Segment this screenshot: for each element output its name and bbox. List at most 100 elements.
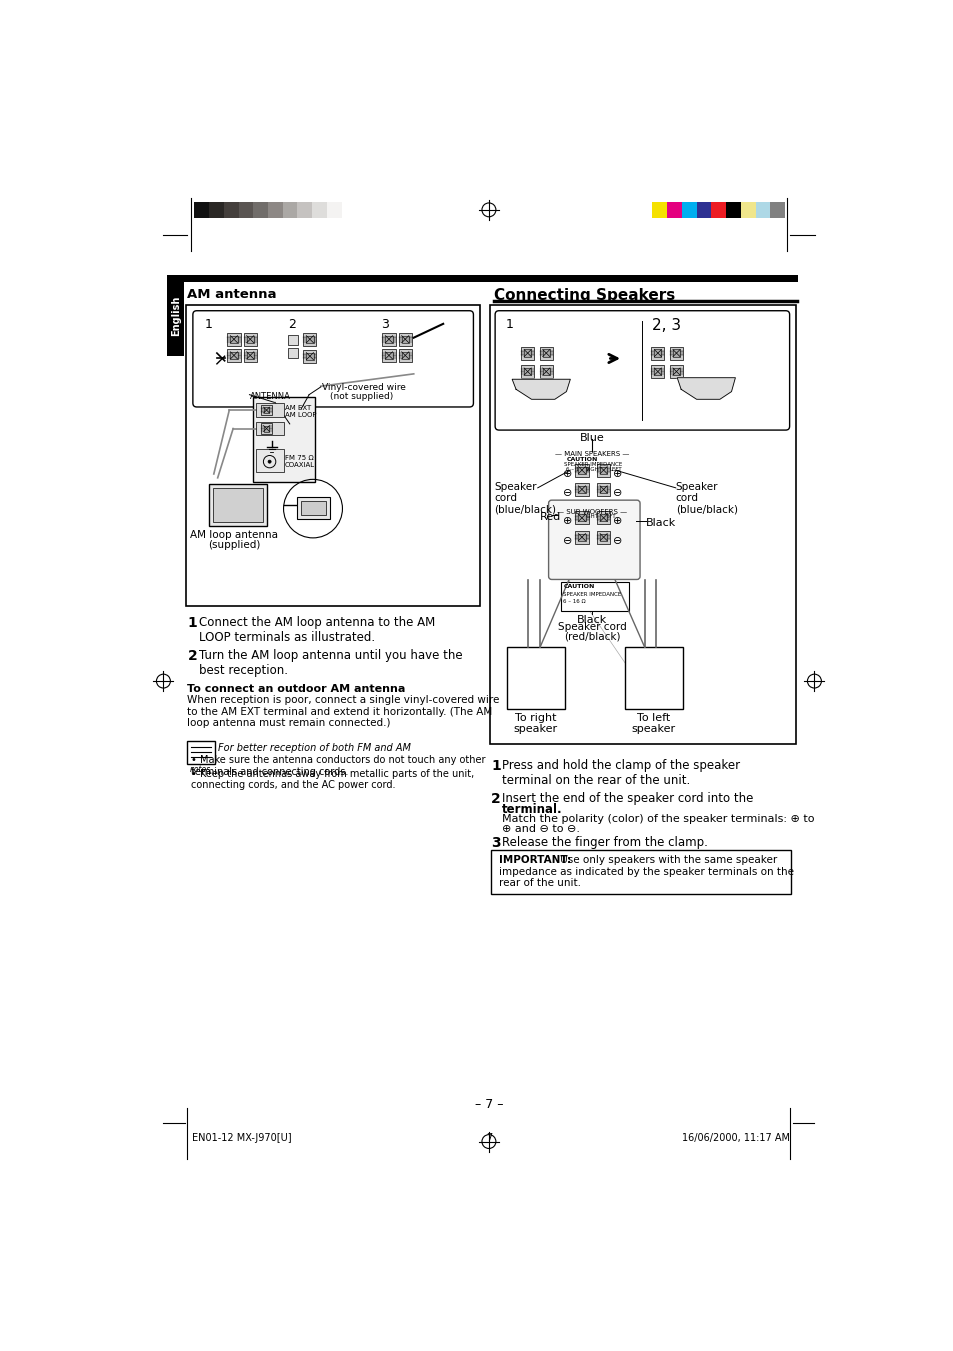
Text: 1: 1 [505,319,513,331]
Text: 16/06/2000, 11:17 AM: 16/06/2000, 11:17 AM [681,1133,790,1143]
Text: Press and hold the clamp of the speaker
terminal on the rear of the unit.: Press and hold the clamp of the speaker … [501,759,740,786]
Bar [597,463,610,477]
Bar [597,531,610,543]
Text: 2, 3: 2, 3 [651,319,680,334]
Bar [238,203,253,218]
Bar [520,347,534,359]
Text: ANTENNA: ANTENNA [249,392,290,401]
Text: SPEAKER IMPEDANCE: SPEAKER IMPEDANCE [562,592,621,597]
Bar [303,332,316,346]
Text: ⊖: ⊖ [562,535,572,546]
Text: ⊕: ⊕ [612,516,621,527]
Bar [263,407,269,413]
Bar [303,350,316,362]
Bar [769,203,784,218]
Text: • Keep the antennas away from metallic parts of the unit,
connecting cords, and : • Keep the antennas away from metallic p… [191,769,474,790]
Bar [263,426,269,431]
Text: EN01-12 MX-J970[U]: EN01-12 MX-J970[U] [192,1133,292,1143]
Bar [696,203,711,218]
Bar [230,351,237,359]
Bar [382,349,395,362]
Bar [194,203,209,218]
Text: FM 75 Ω: FM 75 Ω [285,455,314,462]
Text: COAXIAL: COAXIAL [285,462,314,469]
Bar [672,367,679,376]
Bar [578,515,585,521]
Bar [523,367,531,376]
Text: 1: 1 [204,317,213,331]
Bar [520,365,534,378]
Text: To right
speaker: To right speaker [513,713,557,735]
Text: CAUTION: CAUTION [567,457,598,462]
Bar [539,365,553,378]
Bar [624,647,682,709]
Text: For better reception of both FM and AM: For better reception of both FM and AM [218,743,411,753]
Text: impedance as indicated by the speaker terminals on the: impedance as indicated by the speaker te… [498,867,793,877]
Bar [246,351,253,359]
Bar [282,203,297,218]
Bar [256,422,283,435]
Text: Release the finger from the clamp.: Release the finger from the clamp. [501,836,707,848]
Text: AM antenna: AM antenna [187,288,276,301]
Bar [740,203,755,218]
Text: ⊕: ⊕ [612,469,621,478]
Bar [575,511,588,524]
Bar [560,582,629,611]
Bar [288,335,297,346]
Text: 1: 1 [491,759,500,773]
Bar [401,351,409,359]
Polygon shape [512,380,570,400]
Bar [401,335,409,343]
Text: (not supplied): (not supplied) [330,392,393,401]
Bar [599,534,607,540]
Bar [578,534,585,540]
Text: 7: 7 [485,1133,492,1143]
Text: LEFT: LEFT [609,467,621,471]
Text: ⊖: ⊖ [562,488,572,497]
Text: 1: 1 [187,616,197,631]
Bar [243,332,256,346]
Bar [256,403,283,417]
Bar [268,203,282,218]
Text: To connect an outdoor AM antenna: To connect an outdoor AM antenna [187,684,405,694]
Text: terminal.: terminal. [501,802,562,816]
Text: — MAIN SPEAKERS —: — MAIN SPEAKERS — [555,451,629,457]
Text: SPEAKER IMPEDANCE: SPEAKER IMPEDANCE [563,462,621,467]
FancyBboxPatch shape [548,500,639,580]
Bar [253,397,314,482]
Text: Black: Black [645,517,676,528]
Bar [184,276,798,282]
Bar [506,647,564,709]
Bar [167,276,184,357]
Text: 2: 2 [288,317,295,331]
Text: AM EXT: AM EXT [285,405,311,411]
Bar [209,203,224,218]
Bar [666,203,681,218]
Bar [398,332,412,346]
Text: • Make sure the antenna conductors do not touch any other
terminals and connecti: • Make sure the antenna conductors do no… [191,755,484,777]
Text: Match the polarity (color) of the speaker terminals: ⊕ to: Match the polarity (color) of the speake… [501,813,814,824]
Bar [711,203,725,218]
Bar [301,501,326,515]
Text: (red/black): (red/black) [563,631,619,642]
Text: Use only speakers with the same speaker: Use only speakers with the same speaker [557,855,777,865]
Text: — SUB WOOFERS —: — SUB WOOFERS — [557,508,626,515]
Bar [542,367,549,376]
Text: RIGHT: RIGHT [581,513,598,519]
Text: ⊕ and ⊖ to ⊖.: ⊕ and ⊖ to ⊖. [501,824,579,834]
Text: 2: 2 [491,792,500,807]
Text: To left
speaker: To left speaker [631,713,675,735]
Bar [246,335,253,343]
Text: ⊕: ⊕ [562,516,572,527]
Bar [654,350,660,357]
Bar [651,347,664,359]
Text: Speaker cord: Speaker cord [558,621,626,632]
Bar [669,365,682,378]
Text: rear of the unit.: rear of the unit. [498,878,580,888]
Text: IMPORTANT:: IMPORTANT: [498,855,571,865]
Bar [327,203,341,218]
Bar [599,486,607,493]
Circle shape [268,461,271,463]
Text: Connecting Speakers: Connecting Speakers [493,288,674,303]
Text: Speaker
cord
(blue/black): Speaker cord (blue/black) [494,482,556,515]
